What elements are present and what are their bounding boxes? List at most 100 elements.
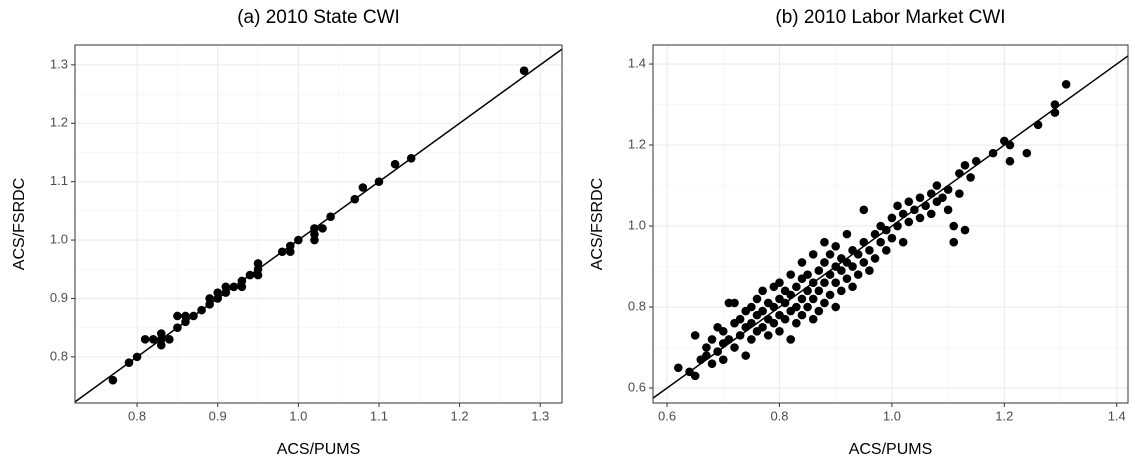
y-axis-label: ACS/FSRDC: [11, 178, 28, 270]
point: [747, 302, 756, 312]
point: [842, 229, 852, 239]
panel-border: [74, 44, 563, 404]
point: [808, 314, 818, 324]
point: [747, 318, 756, 328]
point: [825, 290, 835, 300]
panel-border: [652, 44, 1129, 404]
point: [955, 189, 964, 198]
point: [932, 181, 942, 190]
point: [758, 322, 767, 332]
point: [831, 241, 840, 251]
point: [390, 159, 400, 169]
point: [165, 335, 174, 344]
point: [724, 335, 734, 344]
y-tick-label: 1.0: [50, 231, 68, 246]
point: [870, 229, 880, 239]
point: [808, 294, 818, 304]
point: [1050, 100, 1060, 109]
point: [132, 352, 142, 362]
point: [1005, 140, 1015, 150]
point: [350, 194, 360, 204]
point: [253, 259, 263, 268]
y-tick-label: 1.2: [50, 115, 68, 130]
point: [780, 314, 790, 324]
point: [108, 375, 118, 385]
point: [752, 294, 762, 304]
point: [926, 209, 936, 219]
point: [988, 148, 998, 158]
x-axis-label: ACS/PUMS: [277, 441, 361, 458]
point: [221, 288, 231, 297]
point: [775, 327, 784, 336]
y-tick-label: 0.9: [50, 290, 68, 305]
point: [205, 294, 214, 303]
x-tick-label: 0.8: [770, 408, 788, 423]
point: [758, 306, 767, 316]
point: [747, 335, 756, 344]
point: [971, 156, 981, 166]
point: [1022, 148, 1032, 158]
point: [898, 209, 908, 219]
point: [904, 217, 914, 227]
point: [803, 302, 812, 312]
point: [808, 278, 818, 288]
point: [859, 237, 869, 247]
point: [814, 306, 824, 316]
x-tick-label: 1.2: [995, 408, 1013, 423]
point: [792, 302, 801, 312]
point: [949, 221, 959, 231]
point: [374, 177, 384, 186]
point: [735, 331, 745, 340]
point: [673, 363, 683, 373]
point: [294, 235, 303, 245]
point: [848, 262, 857, 271]
point: [803, 286, 812, 296]
point: [792, 318, 801, 328]
point: [955, 169, 964, 178]
x-axis-label: ACS/PUMS: [849, 441, 933, 458]
point: [786, 270, 796, 279]
point: [156, 335, 166, 344]
point: [173, 323, 182, 332]
point: [915, 213, 925, 223]
point: [921, 201, 930, 211]
identity-line: [74, 48, 563, 403]
chart-title: (b) 2010 Labor Market CWI: [775, 7, 1005, 28]
point: [758, 286, 767, 296]
x-tick-label: 0.6: [658, 408, 676, 423]
point: [865, 266, 874, 275]
point: [814, 266, 824, 275]
point: [881, 225, 891, 235]
point: [898, 237, 908, 247]
point: [893, 201, 902, 211]
point: [876, 237, 885, 247]
y-tick-label: 1.2: [628, 136, 646, 151]
point: [173, 311, 182, 321]
point: [859, 258, 869, 267]
point: [893, 221, 902, 231]
point: [707, 359, 717, 369]
y-tick-label: 1.4: [628, 55, 646, 70]
point: [938, 193, 947, 202]
point: [406, 153, 416, 163]
point: [730, 343, 739, 352]
point: [775, 278, 784, 288]
point: [310, 224, 319, 233]
point: [786, 335, 796, 344]
point: [140, 335, 150, 344]
point: [960, 160, 970, 170]
point: [1033, 120, 1043, 130]
point: [966, 173, 975, 182]
point: [943, 185, 953, 194]
point: [797, 258, 807, 267]
point: [237, 276, 247, 286]
x-tick-label: 0.9: [209, 408, 227, 423]
point: [690, 371, 700, 381]
x-tick-label: 1.0: [289, 408, 307, 423]
y-tick-label: 1.3: [50, 56, 68, 71]
point: [926, 189, 936, 198]
point: [769, 302, 779, 312]
point: [820, 298, 829, 308]
point: [842, 274, 852, 283]
